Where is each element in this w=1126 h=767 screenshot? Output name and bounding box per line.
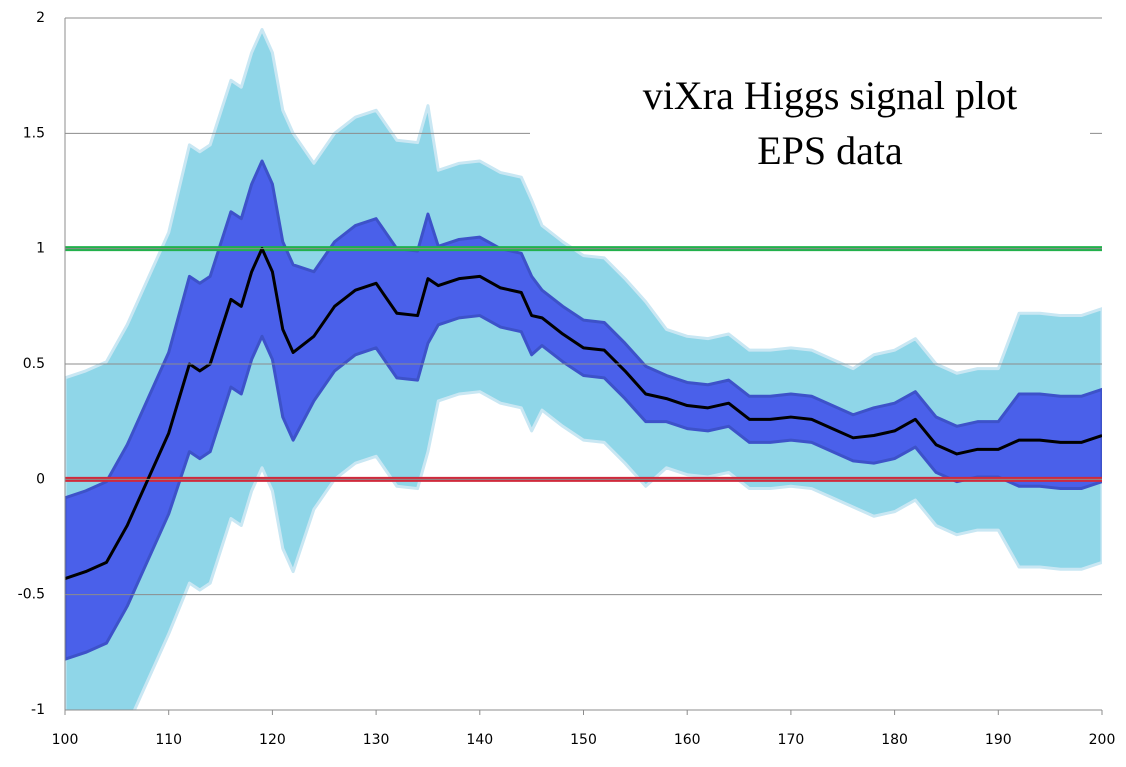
x-tick-label: 130 [363, 732, 390, 748]
y-tick-label: 0 [36, 471, 45, 487]
chart-title: viXra Higgs signal plot [643, 73, 1017, 118]
x-tick-label: 140 [466, 732, 493, 748]
x-tick-label: 200 [1089, 732, 1116, 748]
title-background [530, 60, 1090, 190]
x-tick-label: 110 [155, 732, 182, 748]
band [65, 159, 1102, 661]
x-tick-label: 160 [674, 732, 701, 748]
x-tick-label: 190 [985, 732, 1012, 748]
x-tick-label: 170 [778, 732, 805, 748]
x-tick-label: 150 [570, 732, 597, 748]
x-tick-label: 180 [881, 732, 908, 748]
x-tick-label: 100 [52, 732, 79, 748]
y-tick-label: 1.5 [23, 125, 45, 141]
y-tick-label: -0.5 [18, 587, 45, 603]
y-tick-label: 0.5 [23, 356, 45, 372]
y-tick-label: 2 [36, 10, 45, 26]
chart-subtitle: EPS data [757, 128, 903, 173]
line [65, 247, 1102, 580]
y-tick-label: -1 [31, 702, 45, 718]
y-tick-label: 1 [36, 241, 45, 257]
x-tick-label: 120 [259, 732, 286, 748]
